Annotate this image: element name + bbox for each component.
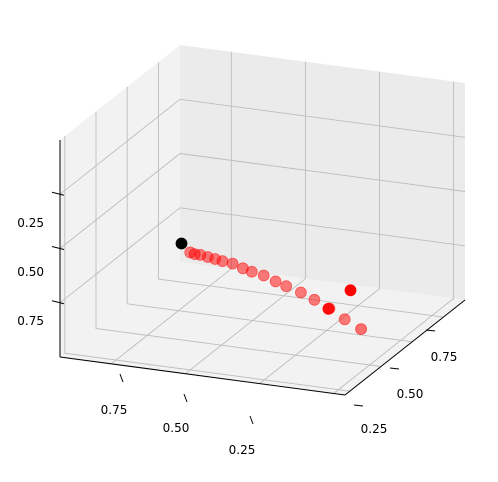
grid-line-z-0	[59, 207, 466, 304]
right-depth-tick-label-0: 0.25	[361, 422, 388, 436]
scatter-point-s1-0	[175, 237, 188, 250]
grid-line-y-0	[157, 62, 444, 318]
grid-line-y-2	[95, 111, 382, 367]
scatter-point-s0-2	[355, 323, 368, 336]
right-depth-tick-1	[389, 367, 400, 370]
axis-ticks	[51, 191, 436, 425]
z-tick-label-1: 0.50	[17, 265, 44, 279]
grid-line-x-1	[185, 61, 306, 375]
grid-line-z-1	[59, 153, 466, 249]
right-depth-tick-0	[353, 404, 364, 407]
grid-line-x-3	[333, 81, 455, 394]
grid-line-x-2	[259, 71, 380, 384]
scatter-point-s0-7	[280, 280, 293, 293]
left-depth-tick-label-1: 0.50	[163, 421, 190, 435]
front-right-edge	[344, 299, 466, 396]
tick-labels: 0.25 0.50 0.75 0.75 0.50 0.25 0.25 0.50 …	[17, 216, 457, 457]
right-depth-tick-2	[425, 329, 436, 332]
left-depth-tick-1	[183, 393, 188, 403]
scatter-point-s0-11	[236, 262, 249, 275]
data-points	[175, 237, 368, 336]
scatter-point-s0-9	[257, 269, 270, 282]
grid-line-y-1	[126, 86, 413, 343]
left-depth-tick-2	[249, 415, 254, 425]
scatter-point-s0-12	[226, 257, 239, 270]
z-tick-0	[51, 300, 65, 305]
right-depth-tick-label-2: 0.75	[431, 350, 458, 364]
right-depth-tick-label-1: 0.50	[397, 387, 424, 401]
z-tick-label-2: 0.75	[17, 314, 44, 328]
z-tick-2	[51, 191, 65, 196]
scatter-point-s0-0	[344, 284, 357, 297]
z-tick-1	[51, 246, 65, 250]
grid-line-y-3	[64, 136, 350, 392]
axis-panes	[60, 45, 465, 395]
scatter-point-s0-8	[269, 275, 282, 288]
left-depth-tick-label-2: 0.25	[229, 443, 256, 457]
scatter-point-s0-4	[323, 302, 336, 315]
z-tick-label-0: 0.25	[17, 216, 44, 230]
floor-pane	[60, 262, 465, 395]
scatter-point-s0-6	[294, 286, 307, 299]
front-left-edge	[59, 356, 346, 396]
scatter-point-s0-5	[308, 293, 321, 306]
scatter-point-s0-18	[184, 246, 197, 259]
grid-line-z-2	[59, 98, 466, 195]
left-depth-tick-0	[119, 373, 124, 383]
left-depth-tick-label-0: 0.75	[101, 403, 128, 417]
scatter-point-s0-3	[338, 313, 351, 326]
